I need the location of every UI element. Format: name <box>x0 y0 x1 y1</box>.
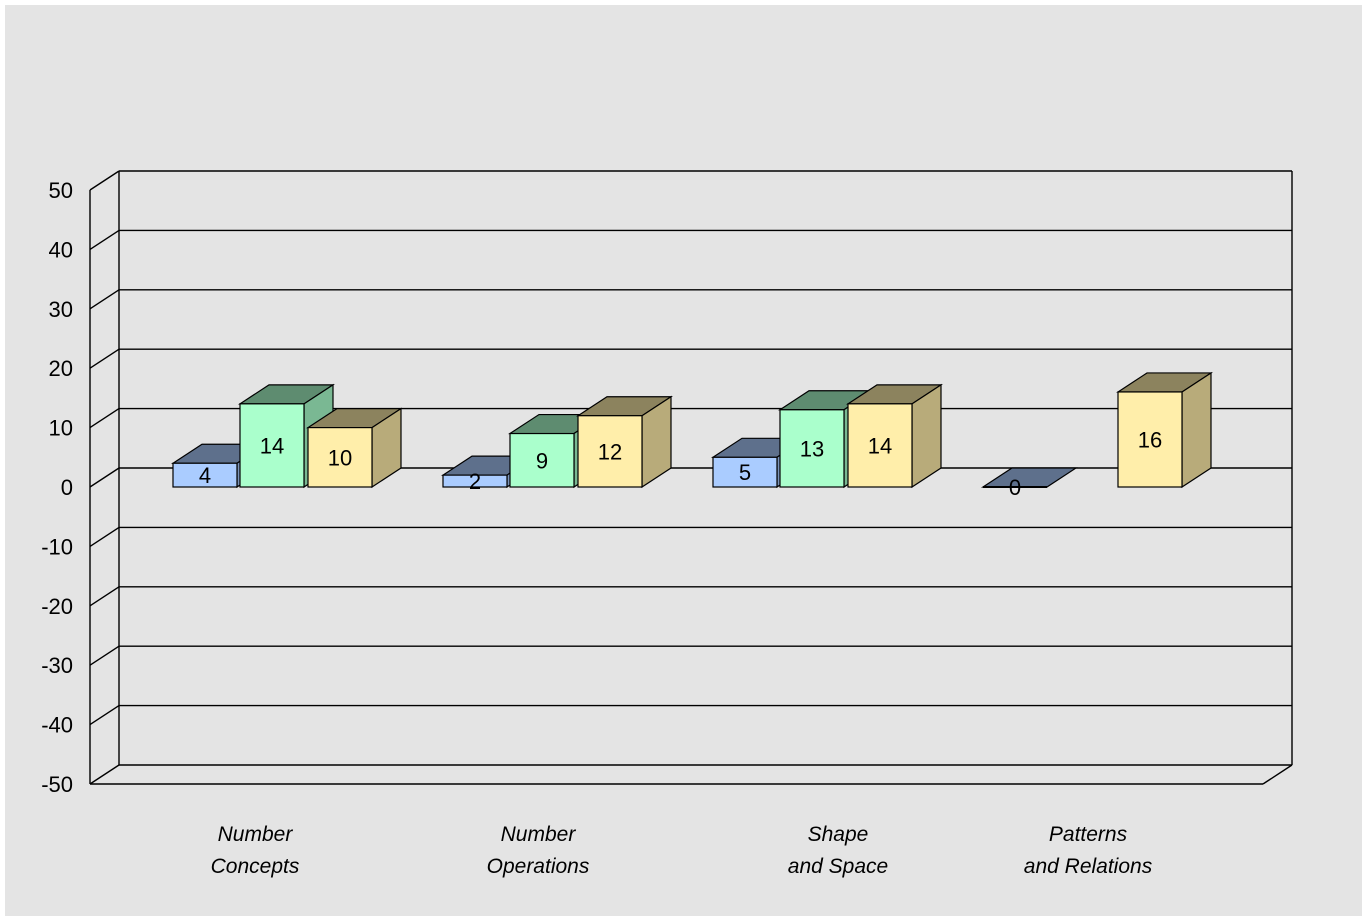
data-label: 14 <box>868 433 892 458</box>
x-category-label: Shape <box>808 823 869 846</box>
y-tick-label: 30 <box>49 297 73 322</box>
axis-depth-tick <box>89 764 120 785</box>
y-tick-label: 40 <box>49 237 73 262</box>
bar <box>1117 391 1183 488</box>
bar <box>509 432 575 488</box>
axis-depth-tick <box>89 408 120 429</box>
y-tick-label: -20 <box>41 594 73 619</box>
data-label: 4 <box>199 463 211 488</box>
data-label: 14 <box>260 433 284 458</box>
x-category-label: Number <box>218 823 294 846</box>
bar <box>779 409 845 488</box>
y-tick-label: 20 <box>49 356 73 381</box>
data-label: 0 <box>1009 475 1021 500</box>
y-tick-label: -30 <box>41 653 73 678</box>
x-category-label: Patterns <box>1049 823 1128 846</box>
x-category-label: Number <box>501 823 577 846</box>
y-tick-label: -10 <box>41 534 73 559</box>
x-category-label: and Relations <box>1024 855 1153 878</box>
x-category-label: Operations <box>487 855 590 878</box>
y-tick-label: 0 <box>61 475 73 500</box>
axis-depth-tick <box>89 229 120 250</box>
y-tick-label: 10 <box>49 416 73 441</box>
bar-side <box>1181 371 1212 489</box>
y-tick-label: -40 <box>41 713 73 738</box>
y-tick-label: 50 <box>49 178 73 203</box>
bar <box>847 403 913 488</box>
data-label: 10 <box>328 445 352 470</box>
axis-depth-tick <box>89 526 120 547</box>
bar <box>442 474 508 488</box>
data-label: 12 <box>598 439 622 464</box>
data-label: 9 <box>536 448 548 473</box>
bar <box>172 462 238 488</box>
floor-right-edge <box>1262 764 1293 785</box>
axis-depth-tick <box>89 645 120 666</box>
x-category-label: Concepts <box>211 855 300 878</box>
axis-depth-tick <box>89 289 120 310</box>
data-label: 5 <box>739 460 751 485</box>
data-label: 2 <box>469 469 481 494</box>
axis-depth-tick <box>89 705 120 726</box>
axis-depth-tick <box>89 348 120 369</box>
axis-depth-tick <box>89 586 120 607</box>
chart-panel: 50 40 30 20 10 0 -10 -20 -30 -40 -50 4 14 10 Number Con… <box>5 5 1362 916</box>
y-tick-label: -50 <box>41 772 73 797</box>
bar <box>239 403 305 488</box>
x-category-label: and Space <box>788 855 888 878</box>
axis-depth-tick <box>89 467 120 488</box>
bar <box>712 456 778 488</box>
data-label: 13 <box>800 436 824 461</box>
bar <box>307 427 373 488</box>
data-label: 16 <box>1138 427 1162 452</box>
axis-depth-tick <box>89 170 120 191</box>
bar <box>577 415 643 488</box>
bar-top <box>980 467 1079 488</box>
